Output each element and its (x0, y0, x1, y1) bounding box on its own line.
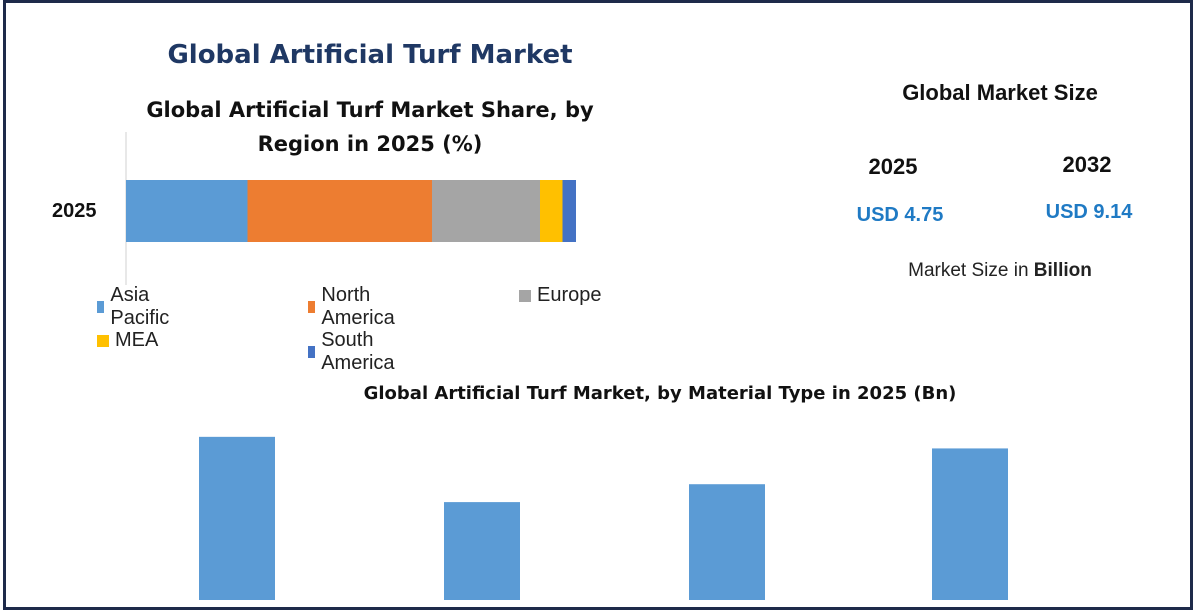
material-bar-4 (932, 448, 1008, 600)
market-size-year-2025: 2025 (868, 154, 918, 179)
legend-label-mea: MEA (115, 329, 159, 351)
material-bar-2 (444, 502, 520, 600)
legend-item-south-america: South America (308, 329, 399, 375)
market-size-unit: Market Size in Billion (840, 260, 1160, 282)
market-size-year-2032: 2032 (1062, 152, 1112, 177)
region-share-chart-title: Global Artificial Turf Market Share, by … (146, 98, 594, 156)
legend-swatch-asia-pacific (97, 301, 105, 313)
unit-bold: Billion (1033, 260, 1092, 281)
region-chart-category-label: 2025 (52, 200, 97, 222)
market-size-title: Global Market Size (902, 80, 1098, 105)
legend-item-mea: MEA (97, 329, 158, 352)
legend-item-north-america: North America (308, 284, 399, 330)
legend-swatch-europe (519, 289, 531, 302)
region-bar-segment-asia-pacific (126, 180, 248, 242)
region-bar-segment-mea (540, 180, 563, 242)
market-size-value-2025: USD 4.75 (856, 204, 944, 226)
region-bar-segment-north-america (247, 180, 432, 242)
material-chart-title: Global Artificial Turf Market, by Materi… (363, 383, 957, 404)
unit-prefix: Market Size in (908, 260, 1029, 281)
region-bar-segment-europe (432, 180, 540, 242)
legend-swatch-mea (97, 334, 109, 347)
legend-label-asia-pacific: Asia Pacific (110, 284, 170, 329)
legend-swatch-south-america (308, 346, 316, 358)
region-bar-segment-south-america (562, 180, 576, 242)
legend-label-north-america: North America (321, 284, 395, 329)
region-share-chart (125, 132, 576, 285)
legend-item-asia-pacific: Asia Pacific (97, 284, 174, 330)
legend-swatch-north-america (308, 301, 316, 313)
material-bar-3 (689, 484, 765, 600)
material-bar-1 (199, 436, 275, 600)
legend-label-south-america: South America (321, 329, 395, 374)
page-title: Global Artificial Turf Market (167, 40, 573, 70)
market-size-value-2032: USD 9.14 (1045, 201, 1133, 223)
legend-label-europe: Europe (537, 284, 602, 306)
legend-item-europe: Europe (519, 284, 602, 307)
